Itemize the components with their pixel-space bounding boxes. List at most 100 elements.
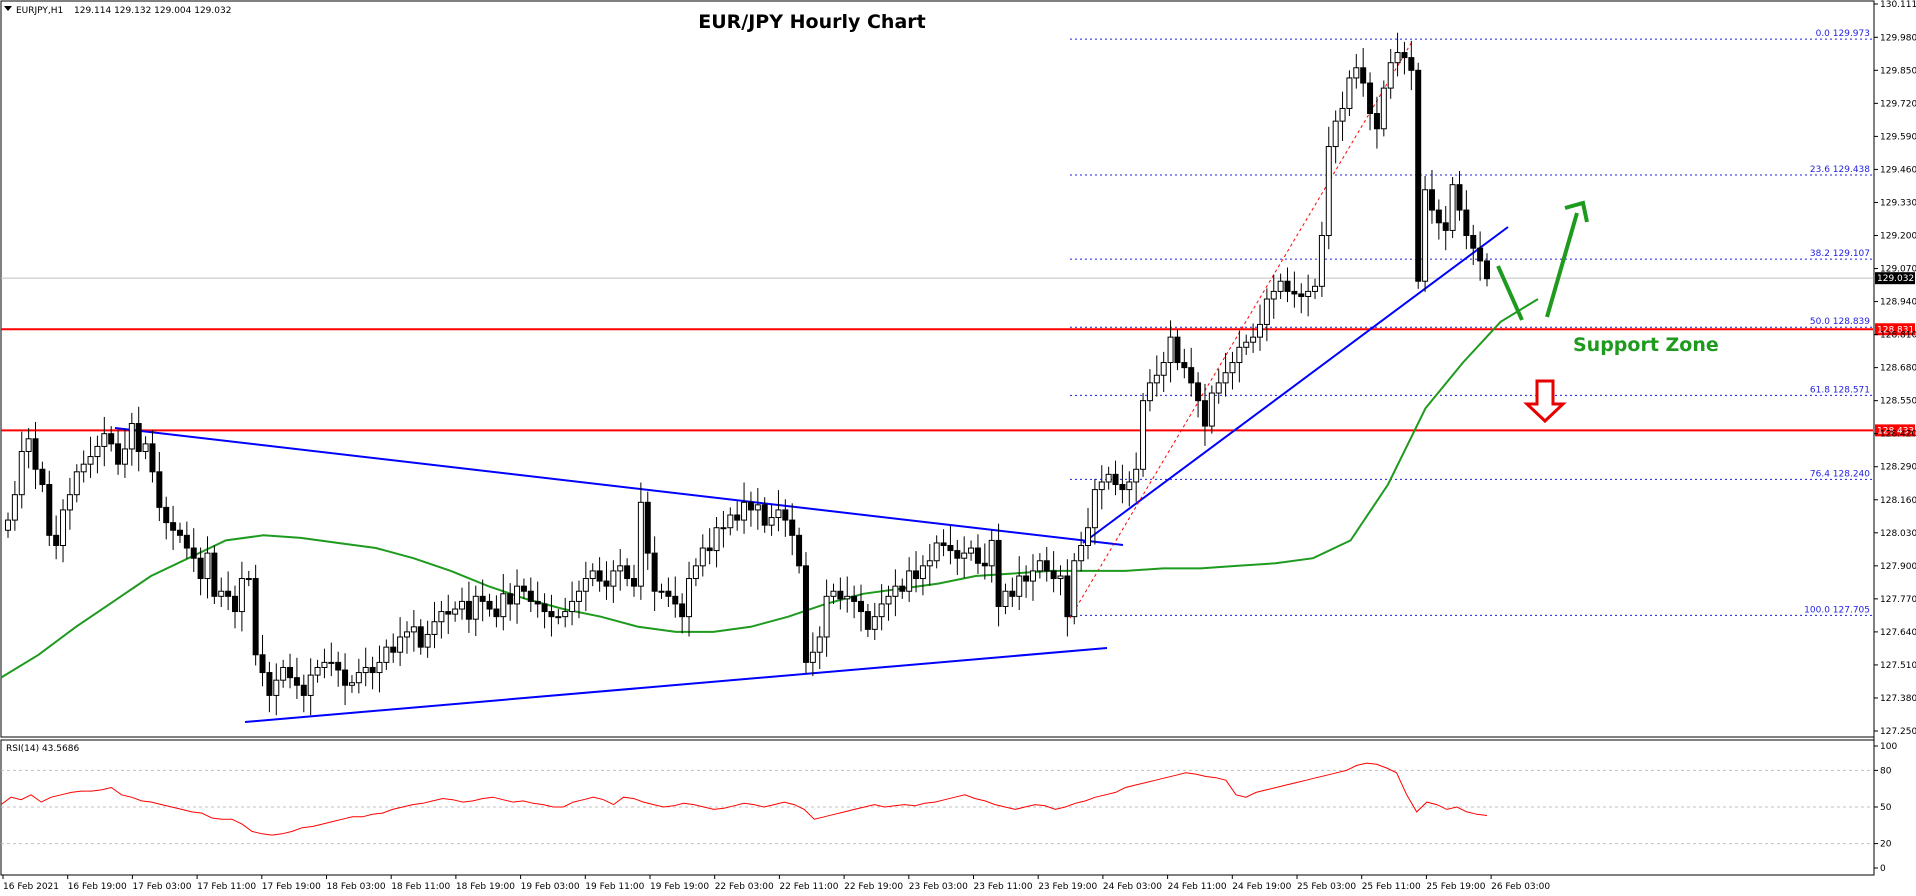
bull-candle — [459, 600, 466, 610]
bull-candle — [569, 600, 576, 613]
price-tick-label: 128.030 — [1880, 529, 1916, 539]
bull-candle — [1036, 560, 1043, 572]
bear-candle — [445, 611, 452, 615]
bull-candle — [892, 585, 899, 597]
bear-candle — [706, 547, 713, 552]
bull-candle — [438, 611, 445, 623]
price-tick-label: 127.510 — [1880, 661, 1916, 671]
bull-candle — [431, 621, 438, 635]
bull-candle — [1160, 362, 1167, 376]
bear-candle — [995, 539, 1002, 607]
rsi-pane: 100 80 50 20 0 — [0, 742, 1897, 874]
bull-candle — [348, 682, 355, 686]
bear-candle — [851, 595, 858, 602]
price-tick-label: 130.111 — [1880, 0, 1916, 10]
bull-candle — [1270, 290, 1277, 300]
time-tick-label: 26 Feb 03:00 — [1491, 882, 1550, 892]
time-tick-label: 17 Feb 03:00 — [132, 882, 191, 892]
time-tick-label: 24 Feb 11:00 — [1168, 882, 1227, 892]
price-tick-label: 127.770 — [1880, 595, 1916, 605]
bull-candle — [1208, 392, 1215, 427]
time-axis: 16 Feb 2021 16 Feb 19:00 17 Feb 03:00 17 Fe… — [2, 875, 1550, 892]
bear-candle — [1477, 247, 1484, 262]
bear-candle — [651, 552, 658, 592]
bear-candle — [53, 534, 60, 547]
bull-candle — [582, 578, 589, 592]
bear-candle — [947, 545, 954, 552]
bull-candle — [314, 666, 321, 676]
bear-candle — [479, 595, 486, 602]
rsi-tick-label: 100 — [1880, 742, 1897, 752]
price-tick-label: 129.980 — [1880, 33, 1916, 43]
bear-candle — [1284, 280, 1291, 292]
bull-candle — [60, 509, 67, 547]
bull-candle — [452, 608, 459, 615]
bull-candle — [1085, 527, 1092, 547]
bull-candle — [878, 603, 885, 618]
bear-candle — [1463, 209, 1470, 236]
bull-candle — [713, 527, 720, 552]
support-zone-label: Support Zone — [1573, 334, 1719, 356]
bear-candle — [1456, 184, 1463, 211]
bull-candle — [617, 565, 624, 572]
bull-candle — [73, 471, 80, 496]
bull-candle — [307, 674, 314, 696]
bull-candle — [1167, 336, 1174, 364]
bull-candle — [397, 636, 404, 653]
bear-candle — [954, 550, 961, 559]
bull-candle — [1146, 382, 1153, 402]
bull-candle — [280, 666, 287, 681]
price-tick-label: 129.330 — [1880, 198, 1916, 208]
bull-candle — [1394, 52, 1401, 64]
bull-candle — [1346, 77, 1353, 109]
price-tick-label: 129.590 — [1880, 132, 1916, 142]
bull-candle — [1215, 382, 1222, 394]
bear-candle — [183, 534, 190, 549]
bull-candle — [1133, 468, 1140, 483]
bull-candle — [500, 593, 507, 618]
rsi-line — [0, 762, 1488, 836]
price-tick-label: 127.250 — [1880, 727, 1916, 737]
horizontal-levels: 128.831 128.433 — [1, 323, 1915, 437]
bull-candle — [919, 565, 926, 580]
bear-candle — [252, 578, 259, 656]
rsi-tick-label: 20 — [1880, 840, 1892, 850]
bull-candle — [1236, 346, 1243, 364]
bear-candle — [197, 557, 204, 580]
ascending-support-line — [244, 647, 1108, 723]
time-tick-label: 19 Feb 03:00 — [521, 882, 580, 892]
bear-candle — [837, 590, 844, 600]
rsi-tick-label: 80 — [1880, 766, 1892, 776]
bull-candle — [1002, 590, 1009, 607]
time-tick-label: 24 Feb 03:00 — [1103, 882, 1162, 892]
moving-average — [0, 298, 1539, 679]
bull-candle — [1305, 290, 1312, 297]
dropdown-triangle-icon[interactable] — [4, 6, 12, 11]
bull-candle — [885, 595, 892, 605]
time-tick-label: 17 Feb 11:00 — [197, 882, 256, 892]
bull-candle — [383, 646, 390, 663]
bull-candle — [637, 501, 644, 587]
price-tick-label: 129.460 — [1880, 165, 1916, 175]
bull-candle — [754, 504, 761, 511]
bull-candle — [1140, 400, 1147, 470]
bear-candle — [115, 443, 122, 465]
time-tick-label: 18 Feb 19:00 — [456, 882, 515, 892]
bull-candle — [273, 679, 280, 696]
bear-candle — [796, 534, 803, 567]
bull-candle — [1091, 489, 1098, 529]
rsi-tick-label: 0 — [1880, 864, 1886, 874]
green-up-arrow-icon — [1545, 212, 1579, 318]
bear-candle — [1112, 473, 1119, 486]
red-level-box — [1875, 424, 1915, 437]
time-tick-label: 19 Feb 19:00 — [650, 882, 709, 892]
fib-level-label: 76.4 128.240 — [1810, 469, 1870, 479]
time-tick-label: 16 Feb 19:00 — [68, 882, 127, 892]
descending-resistance-line — [114, 427, 1124, 546]
price-tick-label: 128.810 — [1880, 331, 1916, 341]
bear-candle — [1435, 209, 1442, 224]
time-tick-label: 22 Feb 19:00 — [844, 882, 903, 892]
chart-title: EUR/JPY Hourly Chart — [698, 11, 925, 33]
bear-candle — [507, 593, 514, 605]
bull-candle — [906, 570, 913, 592]
